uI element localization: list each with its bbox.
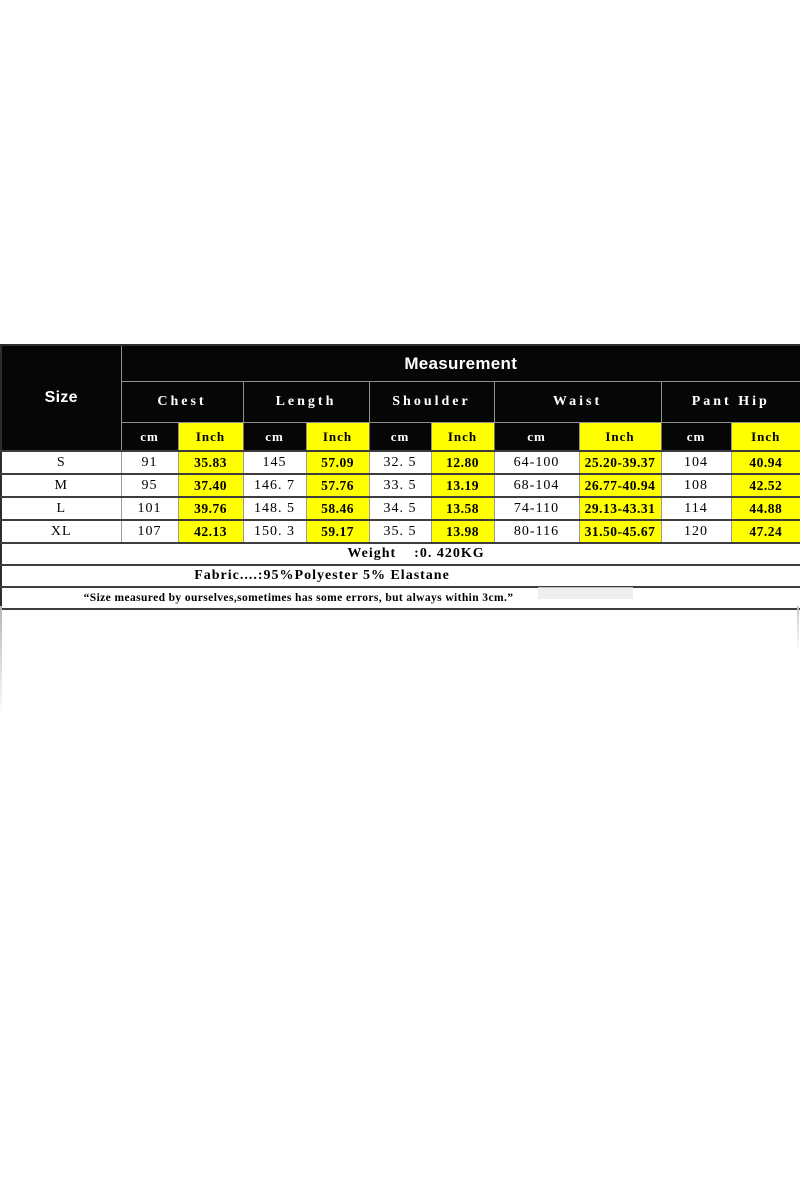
chest-cm-value: 107	[120, 519, 179, 544]
chest-inch-value: 35.83	[177, 450, 244, 475]
group-chest: Chest	[120, 381, 244, 423]
size-chart-table: Size Measurement Chest Length Shoulder W…	[0, 344, 800, 610]
waist-inch-value: 26.77-40.94	[578, 473, 662, 498]
waist-inch-header: Inch	[578, 422, 662, 452]
waist-cm-header: cm	[493, 422, 580, 452]
waist-inch-value: 25.20-39.37	[578, 450, 662, 475]
waist-cm-value: 74-110	[493, 496, 580, 521]
measurement-header-row: Size Measurement	[0, 344, 800, 452]
length-cm-value: 146. 7	[242, 473, 307, 498]
length-cm-header: cm	[242, 422, 307, 452]
length-inch-value: 58.46	[305, 496, 370, 521]
length-inch-value: 59.17	[305, 519, 370, 544]
size-header-cell: Size	[0, 344, 122, 452]
chest-cm-value: 101	[120, 496, 179, 521]
waist-cm-value: 80-116	[493, 519, 580, 544]
pant-hip-cm-value: 104	[660, 450, 732, 475]
waist-cm-value: 68-104	[493, 473, 580, 498]
measurement-title: Measurement	[120, 344, 800, 382]
size-row-xl: XL 107 42.13 150. 3 59.17 35. 5 13.98 80…	[0, 519, 800, 544]
size-label: M	[0, 473, 122, 498]
pant-hip-inch-value: 42.52	[730, 473, 800, 498]
length-inch-header: Inch	[305, 422, 370, 452]
length-inch-value: 57.09	[305, 450, 370, 475]
waist-inch-value: 31.50-45.67	[578, 519, 662, 544]
size-label: XL	[0, 519, 122, 544]
shoulder-cm-value: 32. 5	[368, 450, 432, 475]
pant-hip-cm-value: 120	[660, 519, 732, 544]
length-cm-value: 150. 3	[242, 519, 307, 544]
fabric-text: Fabric....:95%Polyester 5% Elastane	[0, 564, 800, 588]
shoulder-inch-header: Inch	[430, 422, 495, 452]
size-row-m: M 95 37.40 146. 7 57.76 33. 5 13.19 68-1…	[0, 473, 800, 498]
size-row-s: S 91 35.83 145 57.09 32. 5 12.80 64-100 …	[0, 450, 800, 475]
pant-hip-inch-value: 44.88	[730, 496, 800, 521]
measure-note-text: “Size measured by ourselves,sometimes ha…	[0, 586, 800, 610]
pant-hip-cm-value: 108	[660, 473, 732, 498]
group-waist: Waist	[493, 381, 662, 423]
shoulder-inch-value: 12.80	[430, 450, 495, 475]
weight-row: Weight :0. 420KG	[0, 542, 800, 566]
shoulder-inch-value: 13.98	[430, 519, 495, 544]
chest-cm-header: cm	[120, 422, 179, 452]
shoulder-cm-value: 35. 5	[368, 519, 432, 544]
fabric-row: Fabric....:95%Polyester 5% Elastane	[0, 564, 800, 588]
shoulder-inch-value: 13.19	[430, 473, 495, 498]
chest-inch-value: 37.40	[177, 473, 244, 498]
length-inch-value: 57.76	[305, 473, 370, 498]
note-row: “Size measured by ourselves,sometimes ha…	[0, 586, 800, 610]
faint-left-border-artifact	[0, 606, 2, 718]
chest-inch-value: 42.13	[177, 519, 244, 544]
shoulder-cm-header: cm	[368, 422, 432, 452]
shoulder-inch-value: 13.58	[430, 496, 495, 521]
pant-hip-inch-value: 47.24	[730, 519, 800, 544]
pant-hip-cm-value: 114	[660, 496, 732, 521]
unit-header-row: cm Inch cm Inch cm Inch cm Inch cm Inch	[1, 422, 800, 452]
length-cm-value: 148. 5	[242, 496, 307, 521]
waist-inch-value: 29.13-43.31	[578, 496, 662, 521]
length-cm-value: 145	[242, 450, 307, 475]
chest-cm-value: 95	[120, 473, 179, 498]
pant-hip-cm-header: cm	[660, 422, 732, 452]
pant-hip-inch-value: 40.94	[730, 450, 800, 475]
faint-watermark-artifact	[538, 587, 633, 599]
group-length: Length	[242, 381, 370, 423]
faint-right-border-artifact	[797, 606, 799, 651]
waist-cm-value: 64-100	[493, 450, 580, 475]
weight-text: Weight :0. 420KG	[0, 542, 800, 566]
size-label: L	[0, 496, 122, 521]
chest-inch-value: 39.76	[177, 496, 244, 521]
group-header-row: Chest Length Shoulder Waist Pant Hip	[1, 381, 800, 423]
pant-hip-inch-header: Inch	[730, 422, 800, 452]
chest-inch-header: Inch	[177, 422, 244, 452]
size-label: S	[0, 450, 122, 475]
group-shoulder: Shoulder	[368, 381, 495, 423]
chest-cm-value: 91	[120, 450, 179, 475]
group-pant-hip: Pant Hip	[660, 381, 800, 423]
shoulder-cm-value: 34. 5	[368, 496, 432, 521]
size-row-l: L 101 39.76 148. 5 58.46 34. 5 13.58 74-…	[0, 496, 800, 521]
shoulder-cm-value: 33. 5	[368, 473, 432, 498]
